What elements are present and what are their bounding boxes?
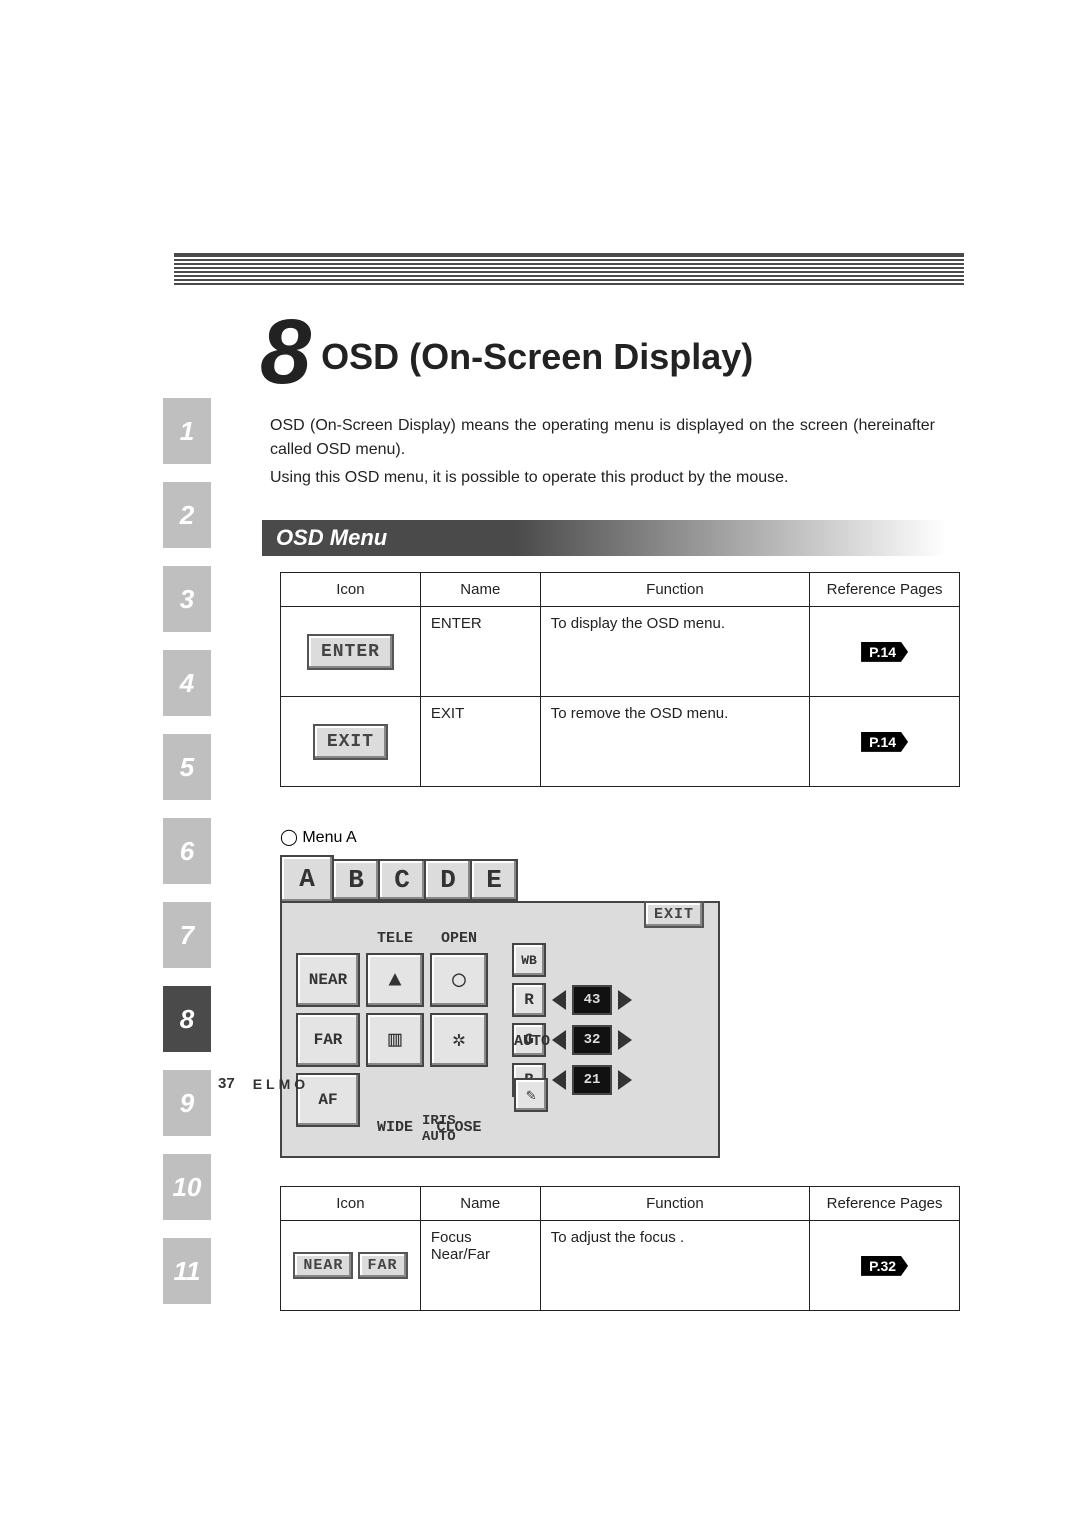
page-footer: 37 ELMO [218, 1075, 309, 1092]
rgb-row-r: R 43 [512, 983, 702, 1017]
menu-tab-d[interactable]: D [424, 859, 472, 901]
icon-near[interactable]: NEAR [293, 1252, 353, 1279]
osd-table-2: Icon Name Function Reference Pages NEAR … [280, 1186, 960, 1311]
icon-exit[interactable]: EXIT [313, 724, 388, 760]
wide-icon[interactable]: ▥ [366, 1013, 424, 1067]
iris-auto-label: IRISAUTO [422, 1113, 456, 1145]
intro-paragraph-1: OSD (On-Screen Display) means the operat… [270, 414, 935, 462]
table-row: NEAR FAR FocusNear/FarTo adjust the focus… [281, 1221, 960, 1311]
iris-open-icon[interactable]: ◯ [430, 953, 488, 1007]
brand-logo: ELMO [253, 1076, 309, 1092]
menu-tab-e[interactable]: E [470, 859, 518, 901]
osd-table-1: Icon Name Function Reference Pages ENTER… [280, 572, 960, 787]
page-number: 37 [218, 1075, 235, 1092]
cell-func: To remove the OSD menu. [540, 697, 809, 787]
cell-func: To adjust the focus . [540, 1221, 809, 1311]
rgb-value: 32 [572, 1025, 612, 1055]
row-label-near[interactable]: NEAR [296, 953, 360, 1007]
tele-up-icon[interactable]: ▲ [366, 953, 424, 1007]
row-label-far[interactable]: FAR [296, 1013, 360, 1067]
table-row: ENTERENTERTo display the OSD menu.P.14 [281, 607, 960, 697]
page-ref-flag[interactable]: P.14 [861, 642, 908, 662]
cell-name: ENTER [420, 607, 540, 697]
brush-icon[interactable]: ✎ [514, 1078, 548, 1112]
increment-icon[interactable] [618, 1030, 632, 1050]
page-ref-flag[interactable]: P.14 [861, 732, 908, 752]
iris-close-icon[interactable]: ✲ [430, 1013, 488, 1067]
th-name: Name [420, 573, 540, 607]
th2-name: Name [420, 1187, 540, 1221]
auto-label: AUTO [514, 1033, 550, 1050]
chapter-number: 8 [260, 320, 311, 384]
wb-icon[interactable]: WB [512, 943, 546, 977]
page-content: 8 OSD (On-Screen Display) OSD (On-Screen… [160, 260, 970, 1311]
rgb-value: 21 [572, 1065, 612, 1095]
page-ref-flag[interactable]: P.32 [861, 1256, 908, 1276]
rgb-channel-label: R [512, 983, 546, 1017]
menu-a-diagram: ABCDE EXIT TELE OPEN NEAR ▲ ◯ FAR ▥ ✲ AF… [280, 859, 720, 1158]
chapter-title: OSD (On-Screen Display) [321, 336, 753, 384]
col-label-tele: TELE [366, 930, 424, 947]
cell-func: To display the OSD menu. [540, 607, 809, 697]
cell-name: FocusNear/Far [420, 1221, 540, 1311]
menu-a-exit-button[interactable]: EXIT [644, 901, 704, 928]
table-row: EXITEXITTo remove the OSD menu.P.14 [281, 697, 960, 787]
th2-ref: Reference Pages [810, 1187, 960, 1221]
decrement-icon[interactable] [552, 1070, 566, 1090]
increment-icon[interactable] [618, 990, 632, 1010]
col-label-open: OPEN [430, 930, 488, 947]
icon-far[interactable]: FAR [358, 1252, 408, 1279]
increment-icon[interactable] [618, 1070, 632, 1090]
th-func: Function [540, 573, 809, 607]
menu-tab-a[interactable]: A [280, 855, 334, 903]
th2-icon: Icon [281, 1187, 421, 1221]
cell-name: EXIT [420, 697, 540, 787]
section-title: OSD Menu [262, 520, 982, 556]
th-icon: Icon [281, 573, 421, 607]
decrement-icon[interactable] [552, 990, 566, 1010]
icon-enter[interactable]: ENTER [307, 634, 394, 670]
decrement-icon[interactable] [552, 1030, 566, 1050]
th2-func: Function [540, 1187, 809, 1221]
menu-tab-c[interactable]: C [378, 859, 426, 901]
menu-tab-b[interactable]: B [332, 859, 380, 901]
col-label-wide: WIDE [366, 1119, 424, 1136]
rgb-value: 43 [572, 985, 612, 1015]
intro-paragraph-2: Using this OSD menu, it is possible to o… [270, 466, 935, 490]
th-ref: Reference Pages [810, 573, 960, 607]
menu-a-heading: ◯ Menu A [280, 827, 970, 847]
